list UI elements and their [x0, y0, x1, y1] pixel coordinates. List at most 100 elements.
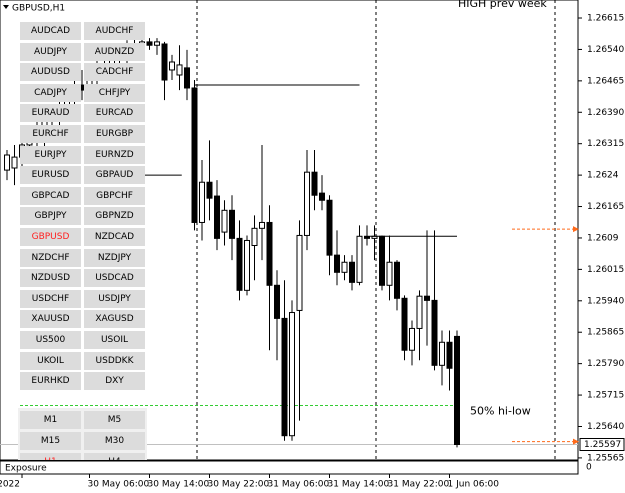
- button[interactable]: M1: [20, 411, 81, 429]
- candle-body: [401, 297, 408, 351]
- candle-body: [311, 171, 318, 196]
- bid-label: 1.25597: [584, 440, 621, 450]
- button[interactable]: XAUUSD: [20, 310, 81, 329]
- candle-body: [229, 209, 235, 239]
- button[interactable]: EURGBP: [84, 125, 145, 143]
- button[interactable]: AUDCAD: [20, 22, 81, 40]
- button[interactable]: GBPAUD: [84, 166, 145, 185]
- button[interactable]: GBPCAD: [20, 186, 81, 205]
- exposure-tab[interactable]: Exposure: [5, 464, 47, 474]
- candle-body: [454, 335, 460, 445]
- button[interactable]: NZDUSD: [20, 269, 81, 288]
- button[interactable]: M30: [84, 432, 145, 450]
- button[interactable]: USDJPY: [84, 289, 145, 308]
- button[interactable]: DXY: [84, 372, 145, 391]
- button[interactable]: AUDUSD: [20, 63, 81, 82]
- candle-body: [161, 43, 168, 81]
- candle-body: [431, 299, 438, 366]
- button[interactable]: GBPCHF: [84, 186, 145, 205]
- button[interactable]: US500: [20, 331, 81, 349]
- button[interactable]: EURAUD: [20, 104, 81, 123]
- button[interactable]: EURCHF: [20, 125, 81, 143]
- button[interactable]: CHFJPY: [84, 83, 145, 102]
- timeframe-panel: M1M5M15M30H1H4: [18, 408, 147, 460]
- candle-body: [356, 235, 363, 283]
- x-tick-label: 29 May 2022: [0, 480, 20, 490]
- candle-body: [296, 234, 303, 311]
- button[interactable]: H1: [20, 453, 81, 460]
- candle-body: [386, 261, 393, 286]
- button[interactable]: NZDCAD: [84, 228, 145, 246]
- y-tick-label: 1.26390: [587, 108, 624, 118]
- candle-body: [184, 67, 190, 89]
- button[interactable]: USOIL: [84, 331, 145, 349]
- x-tick-label: 1 Jun 06:00: [448, 480, 500, 490]
- button[interactable]: EURNZD: [84, 145, 145, 164]
- button[interactable]: M5: [84, 411, 145, 429]
- button[interactable]: EURJPY: [20, 145, 81, 164]
- candle-body: [176, 64, 183, 76]
- y-tick-label: 1.25640: [587, 422, 624, 432]
- high-prev-week-label: HIGH prev week: [458, 0, 547, 10]
- candle-body: [379, 235, 385, 286]
- candle-body: [349, 261, 355, 283]
- button[interactable]: M15: [20, 432, 81, 450]
- button[interactable]: NZDCHF: [20, 248, 81, 267]
- x-tick-label: 31 May 06:00: [268, 480, 330, 490]
- candle-body: [251, 227, 258, 247]
- button[interactable]: GBPJPY: [20, 207, 81, 226]
- button[interactable]: H4: [84, 453, 145, 460]
- candle-body: [274, 284, 280, 319]
- button[interactable]: AUDJPY: [20, 42, 81, 61]
- button[interactable]: USDCHF: [20, 289, 81, 308]
- candle-body: [169, 61, 175, 71]
- button[interactable]: CADJPY: [20, 83, 81, 102]
- exposure-axis-label: 0: [586, 463, 592, 473]
- y-tick-label: 1.25715: [587, 391, 624, 401]
- button[interactable]: GBPUSD: [20, 228, 81, 246]
- button[interactable]: GBPNZD: [84, 207, 145, 226]
- candle-body: [281, 317, 288, 437]
- button[interactable]: XAGUSD: [84, 310, 145, 329]
- x-tick-label: 30 May 14:00: [148, 480, 210, 490]
- candle-body: [191, 87, 198, 223]
- candle-body: [416, 295, 423, 329]
- candle-body: [394, 261, 400, 299]
- button[interactable]: USDDKK: [84, 351, 145, 370]
- y-tick-label: 1.26540: [587, 45, 624, 55]
- candle-body: [244, 239, 250, 291]
- y-tick-label: 1.2609: [587, 233, 619, 243]
- candle-body: [319, 192, 325, 201]
- candle-body: [259, 221, 265, 229]
- candle-body: [146, 41, 153, 46]
- candle-body: [446, 341, 453, 369]
- button[interactable]: EURUSD: [20, 166, 81, 185]
- y-tick-label: 1.25790: [587, 359, 624, 369]
- y-tick-label: 1.2624: [587, 171, 619, 181]
- candle-body: [206, 181, 213, 199]
- candle-body: [199, 181, 205, 223]
- candle-body: [334, 254, 340, 273]
- price-arrow-head: [573, 226, 579, 233]
- candle-body: [364, 235, 370, 239]
- x-tick-label: 31 May 14:00: [328, 480, 390, 490]
- x-tick-label: 31 May 22:00: [388, 480, 450, 490]
- candle-body: [11, 156, 18, 169]
- button[interactable]: AUDNZD: [84, 42, 145, 61]
- menu-icon[interactable]: [3, 5, 9, 9]
- half-hi-low-label: 50% hi-low: [470, 405, 531, 418]
- button[interactable]: UKOIL: [20, 351, 81, 370]
- button[interactable]: EURHKD: [20, 372, 81, 391]
- price-arrow-head: [573, 438, 579, 445]
- button[interactable]: NZDJPY: [84, 248, 145, 267]
- button[interactable]: USDCAD: [84, 269, 145, 288]
- x-tick-label: 30 May 22:00: [208, 480, 270, 490]
- button[interactable]: AUDCHF: [84, 22, 145, 40]
- candle-body: [424, 295, 430, 301]
- candle-body: [214, 195, 220, 239]
- y-tick-label: 1.26315: [587, 139, 624, 149]
- button[interactable]: CADCHF: [84, 63, 145, 82]
- button[interactable]: EURCAD: [84, 104, 145, 123]
- candle-body: [326, 199, 333, 256]
